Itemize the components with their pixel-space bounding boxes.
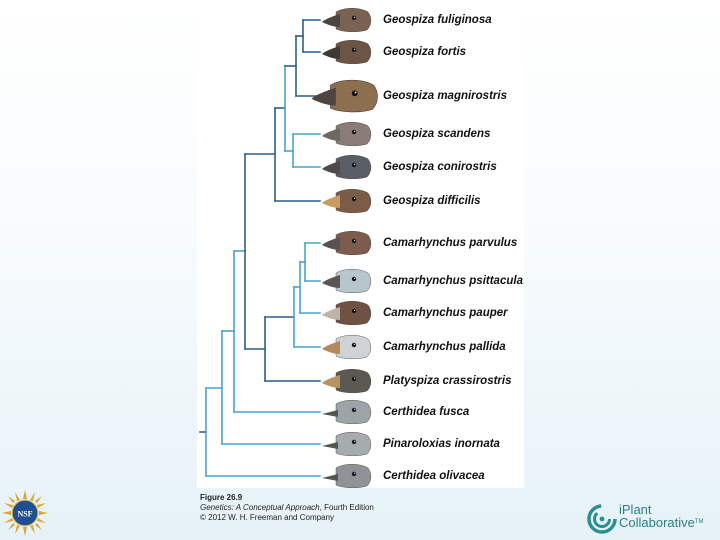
finch-head-icon (322, 301, 372, 325)
species-label: Camarhynchus pauper (383, 307, 508, 319)
iplant-line2: CollaborativeTM (619, 516, 704, 529)
finch-head-icon (322, 269, 372, 293)
species-label: Geospiza difficilis (383, 195, 481, 207)
species-label: Geospiza conirostris (383, 161, 497, 173)
species-label: Certhidea fusca (383, 406, 470, 418)
nsf-sun-rays-icon (2, 490, 48, 536)
nsf-logo: NSF (2, 490, 48, 536)
nsf-globe-icon (11, 499, 39, 527)
finch-head-icon (322, 40, 372, 64)
iplant-wordmark: iPlant CollaborativeTM (619, 503, 704, 529)
iplant-line1: iPlant (619, 502, 652, 517)
species-label: Camarhynchus pallida (383, 341, 506, 353)
copyright: © 2012 W. H. Freeman and Company (200, 513, 334, 522)
finch-head-icon (311, 79, 378, 113)
figure-source: Genetics: A Conceptual Approach, Fourth … (200, 503, 374, 513)
finch-head-icon (322, 8, 372, 32)
species-label: Certhidea olivacea (383, 470, 485, 482)
finch-head-icon (322, 231, 372, 255)
finch-head-icon (322, 335, 372, 359)
finch-head-icon (322, 122, 372, 146)
species-label: Geospiza scandens (383, 128, 491, 140)
figure-number: Figure 26.9 (200, 493, 243, 502)
species-label: Platyspiza crassirostris (383, 375, 512, 387)
nsf-text: NSF (17, 510, 32, 519)
finch-head-icon (322, 155, 372, 179)
book-title: Genetics: A Conceptual Approach (200, 503, 320, 512)
finch-head-icon (322, 464, 372, 488)
species-label: Geospiza fortis (383, 46, 467, 58)
figure-caption: Figure 26.9 Genetics: A Conceptual Appro… (200, 493, 374, 523)
finch-head-icon (322, 369, 372, 393)
species-label: Pinaroloxias inornata (383, 438, 500, 450)
iplant-trademark: TM (694, 519, 704, 525)
finch-head-icon (322, 400, 372, 424)
iplant-logo: iPlant CollaborativeTM (586, 502, 716, 536)
species-label: Geospiza fuliginosa (383, 14, 492, 26)
species-label: Camarhynchus psittacula (383, 275, 523, 287)
iplant-line2-text: Collaborative (619, 515, 695, 530)
finch-head-icon (322, 189, 372, 213)
species-label: Geospiza magnirostris (383, 90, 507, 102)
finch-head-icon (322, 432, 372, 456)
species-label: Camarhynchus parvulus (383, 237, 518, 249)
iplant-swirl-icon (587, 504, 617, 534)
edition: , Fourth Edition (319, 503, 374, 512)
